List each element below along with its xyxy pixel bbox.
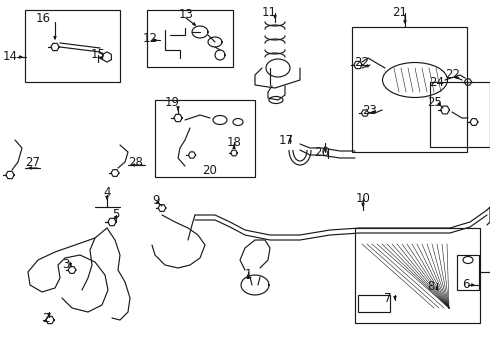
Text: 7: 7 [384,292,392,305]
Bar [358,295,390,312]
Text: 2: 2 [42,311,50,324]
Text: 20: 20 [202,163,218,176]
Text: 23: 23 [363,104,377,117]
Text: 17: 17 [278,134,294,147]
Text: 5: 5 [112,207,120,220]
Bar [430,82,490,147]
Text: 12: 12 [143,31,157,45]
Text: 6: 6 [462,279,470,292]
Text: 28: 28 [128,157,144,170]
Text: 21: 21 [392,5,408,18]
Text: 13: 13 [178,9,194,22]
Bar [155,100,255,177]
Text: 18: 18 [226,135,242,148]
Text: 27: 27 [25,157,41,170]
Text: 19: 19 [165,96,179,109]
Bar [355,228,480,323]
Text: 1: 1 [244,269,252,282]
Text: 11: 11 [262,5,276,18]
Text: 4: 4 [103,185,111,198]
Text: 14: 14 [2,50,18,63]
Text: 16: 16 [35,12,50,24]
Text: 10: 10 [356,192,370,204]
Text: 9: 9 [152,194,160,207]
Text: 25: 25 [428,96,442,109]
Text: 22: 22 [354,55,369,68]
Bar [352,27,467,152]
Bar [457,255,479,290]
Bar [147,10,233,67]
Bar [25,10,120,82]
Text: 15: 15 [91,49,105,62]
Text: 24: 24 [430,76,444,89]
Text: 22: 22 [445,68,461,81]
Text: 8: 8 [427,280,435,293]
Text: 3: 3 [62,258,70,271]
Text: 26: 26 [315,145,329,158]
